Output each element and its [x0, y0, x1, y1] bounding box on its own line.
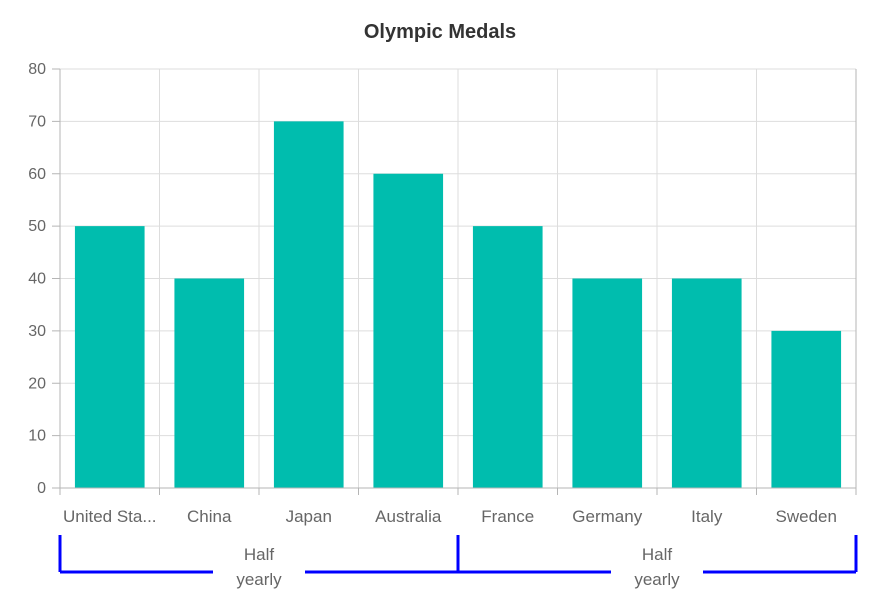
x-category-label: France — [481, 507, 534, 526]
group-label-line2: yearly — [634, 570, 680, 589]
bar-germany — [572, 278, 643, 488]
group-label-line1: Half — [244, 545, 275, 564]
x-category-label: Japan — [286, 507, 332, 526]
bar-united-states — [74, 226, 145, 488]
y-tick-label: 0 — [37, 480, 46, 497]
y-tick-label: 20 — [28, 375, 46, 392]
x-category-label: Italy — [691, 507, 723, 526]
grid-lines — [60, 68, 856, 488]
y-axis-ticks: 0 10 20 30 40 50 60 70 80 — [28, 61, 46, 497]
y-tick-label: 40 — [28, 271, 46, 288]
group-label-line2: yearly — [236, 570, 282, 589]
y-tick-label: 50 — [28, 218, 46, 235]
axes — [52, 68, 857, 495]
multilevel-labels: Half yearly Half yearly — [58, 535, 858, 589]
chart-title: Olympic Medals — [364, 21, 516, 43]
x-category-label: Germany — [572, 507, 642, 526]
bar-japan — [273, 121, 344, 488]
y-tick-label: 60 — [28, 166, 46, 183]
y-tick-label: 30 — [28, 323, 46, 340]
bar-italy — [671, 278, 742, 488]
y-tick-label: 10 — [28, 428, 46, 445]
bar-china — [174, 278, 245, 488]
x-category-label: United Sta... — [63, 507, 157, 526]
y-tick-label: 70 — [28, 113, 46, 130]
x-category-label: Australia — [375, 507, 442, 526]
bar-sweden — [771, 330, 842, 488]
bars — [74, 121, 842, 488]
bar-france — [472, 226, 543, 488]
bar-australia — [373, 173, 444, 488]
x-axis-labels: United Sta... China Japan Australia France Ge… — [63, 507, 837, 526]
x-category-label: China — [187, 507, 232, 526]
group-label-line1: Half — [642, 545, 673, 564]
x-category-label: Sweden — [776, 507, 837, 526]
y-tick-label: 80 — [28, 61, 46, 78]
